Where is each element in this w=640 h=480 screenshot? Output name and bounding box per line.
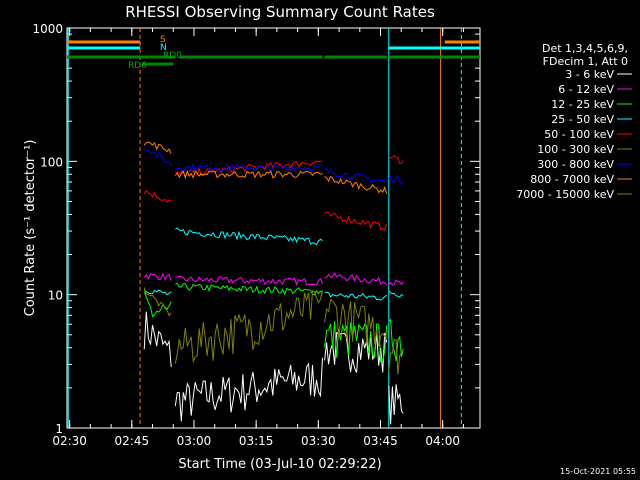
series-line xyxy=(388,290,404,298)
x-tick-label: 03:00 xyxy=(177,434,212,448)
series-line xyxy=(388,279,404,286)
legend-entry: 800 - 7000 keV xyxy=(530,173,614,186)
legend-entry: 7000 - 15000 keV xyxy=(516,188,614,201)
y-tick-label: 10 xyxy=(48,289,63,303)
x-tick-label: 02:45 xyxy=(115,434,150,448)
x-tick-label: 02:30 xyxy=(52,434,87,448)
y-tick-label: 100 xyxy=(40,155,63,169)
x-tick-label: 04:00 xyxy=(425,434,460,448)
legend-entry: 100 - 300 keV xyxy=(537,143,614,156)
series-line xyxy=(324,211,388,232)
legend-entry: 25 - 50 keV xyxy=(551,113,614,126)
series-line xyxy=(388,338,404,375)
series-line xyxy=(174,170,323,180)
series-line xyxy=(324,298,388,347)
series-line xyxy=(388,154,404,165)
series-line xyxy=(143,288,172,296)
series-line xyxy=(143,148,172,167)
series-line xyxy=(175,275,323,287)
legend-entry: 6 - 12 keV xyxy=(558,83,614,96)
series-line xyxy=(388,318,404,362)
timestamp: 15-Oct-2021 05:55 xyxy=(560,467,636,476)
series-line xyxy=(388,384,404,425)
legend-header-2: FDecim 1, Att 0 xyxy=(543,55,628,68)
series-line xyxy=(174,357,323,422)
plot-area: 02:30 02:45 03:00 03:15 03:30 03:45 04:00 1 10 10… xyxy=(32,22,481,448)
x-tick-label: 03:45 xyxy=(363,434,398,448)
series-line xyxy=(143,311,172,368)
series-line xyxy=(143,287,172,317)
series-line xyxy=(324,175,388,194)
series-line xyxy=(143,272,172,281)
y-tick-label: 1 xyxy=(55,422,63,436)
legend-header-1: Det 1,3,4,5,6,9, xyxy=(542,42,628,55)
flag-label-n: N xyxy=(160,43,167,53)
series-line xyxy=(143,291,172,318)
plot-frame xyxy=(66,27,481,429)
series-line xyxy=(388,174,404,185)
series-line xyxy=(175,162,323,173)
x-axis-label: Start Time (03-Jul-10 02:29:22) xyxy=(178,457,381,472)
chart-title: RHESSI Observing Summary Count Rates xyxy=(125,3,435,21)
legend-entry: 3 - 6 keV xyxy=(565,68,614,81)
series-line xyxy=(324,291,387,301)
series-line xyxy=(175,282,323,296)
series-line xyxy=(175,227,323,246)
series-line xyxy=(324,168,387,184)
flag-label-rd6: RD6 xyxy=(128,61,147,71)
y-tick-label: 1000 xyxy=(32,22,63,36)
series-line xyxy=(324,271,388,286)
series-line xyxy=(143,141,172,154)
flag-label-rd0: RD0 xyxy=(163,51,182,61)
series-line xyxy=(174,289,323,364)
legend-entry: 12 - 25 keV xyxy=(551,98,614,111)
flag-label-s: S xyxy=(160,35,166,45)
x-tick-label: 03:30 xyxy=(301,434,336,448)
legend: 3 - 6 keV 6 - 12 keV 12 - 25 keV 25 - 50 ke… xyxy=(516,68,632,201)
series-line xyxy=(175,160,323,178)
y-axis-label: Count Rate (s⁻¹ detector⁻¹) xyxy=(23,140,38,317)
legend-entry: 300 - 800 keV xyxy=(537,158,614,171)
series-line xyxy=(143,189,172,203)
x-tick-label: 03:15 xyxy=(239,434,274,448)
legend-entry: 50 - 100 keV xyxy=(544,128,614,141)
